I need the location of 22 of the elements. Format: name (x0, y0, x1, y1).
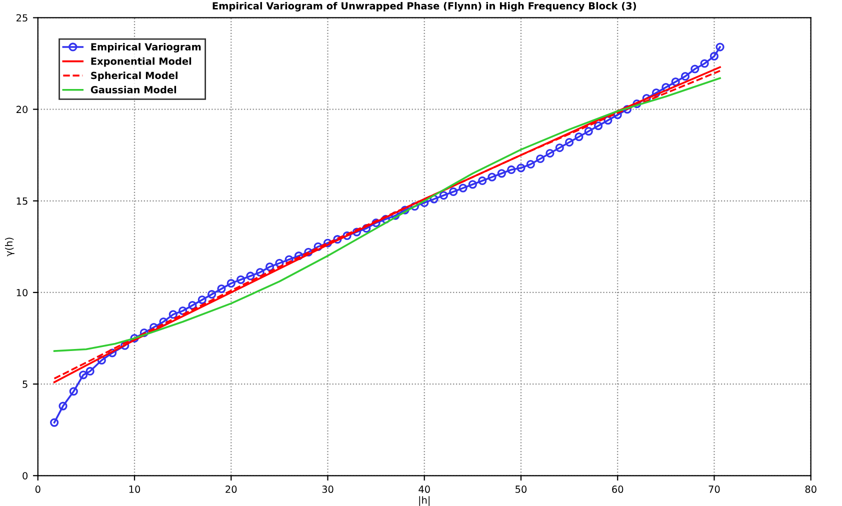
x-tick-label: 30 (322, 486, 334, 493)
chart-title: Empirical Variogram of Unwrapped Phase (Flynn) in High Frequency Block (3) (212, 2, 636, 12)
y-tick-label: 0 (22, 472, 28, 480)
y-tick-label: 20 (16, 106, 28, 114)
x-axis-title: |h| (419, 496, 430, 506)
legend-label: Exponential Model (91, 57, 192, 67)
y-axis-title: γ(h) (5, 238, 14, 256)
x-tick-label: 20 (226, 486, 237, 493)
x-tick-label: 0 (35, 486, 40, 493)
legend-label: Spherical Model (91, 72, 178, 82)
y-tick-label: 15 (16, 197, 28, 205)
x-tick-label: 10 (129, 486, 140, 493)
x-tick-label: 70 (708, 486, 720, 493)
legend-label: Empirical Variogram (91, 42, 201, 52)
x-tick-label: 40 (418, 486, 430, 493)
y-tick-label: 5 (22, 380, 28, 388)
y-tick-label: 25 (16, 14, 28, 22)
x-tick-label: 60 (612, 486, 624, 493)
legend-label: Gaussian Model (90, 86, 176, 94)
x-tick-label: 50 (516, 486, 527, 493)
y-tick-label: 10 (16, 288, 28, 296)
x-tick-label: 80 (805, 486, 816, 493)
